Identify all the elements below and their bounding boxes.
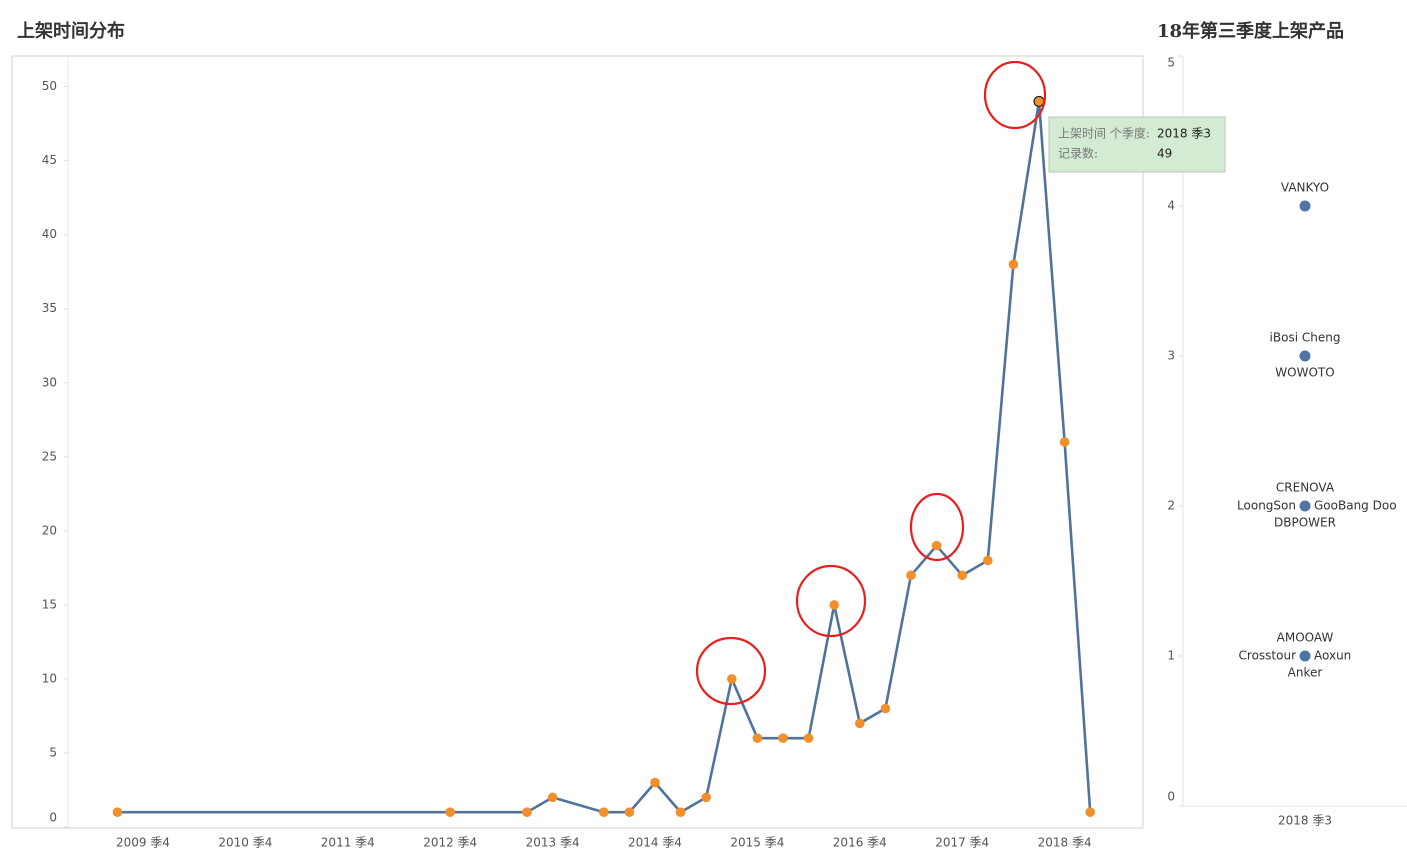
x-tick-label: 2016 季4 [833, 836, 887, 850]
dot-label: LoongSon [1237, 499, 1296, 513]
dot [1299, 200, 1311, 212]
marker [1085, 807, 1095, 817]
marker [803, 733, 814, 743]
marker [650, 777, 660, 788]
marker [880, 703, 891, 714]
marker [983, 555, 993, 566]
y-tick-label: 0 [49, 811, 57, 825]
x-tick-label: 2018 季4 [1038, 836, 1092, 850]
x-tick-label: 2011 季4 [321, 836, 375, 850]
tooltip-value: 2018 季3 [1157, 127, 1211, 141]
y-tick-label: 50 [42, 79, 57, 93]
annotations [695, 60, 1047, 706]
y-tick-label: 35 [42, 301, 57, 315]
chart-title: 上架时间分布 [17, 20, 125, 42]
marker [829, 600, 839, 610]
marker [599, 807, 609, 817]
x-tick-label: 2013 季4 [526, 836, 580, 850]
x-tick-label: 2014 季4 [628, 836, 682, 850]
y-tick-label: 4 [1167, 199, 1175, 213]
y-tick-label: 30 [42, 375, 57, 389]
dot-label: iBosi Cheng [1270, 331, 1341, 345]
marker [855, 718, 865, 729]
marker [931, 540, 942, 551]
marker [1033, 95, 1045, 108]
y-tick-label: 40 [42, 227, 57, 241]
highlight-circle [695, 636, 767, 706]
y-tick-label: 0 [1167, 790, 1175, 804]
y-tick-label: 2 [1167, 499, 1175, 513]
x-tick-label: 2012 季4 [423, 836, 477, 850]
x-tick-label: 2018 季3 [1278, 814, 1332, 828]
x-tick-label: 2015 季4 [730, 836, 784, 850]
marker [445, 807, 456, 817]
dot-label: AMOOAW [1277, 631, 1334, 645]
marker [778, 733, 788, 743]
line [117, 101, 1092, 814]
y-tick-label: 25 [42, 449, 57, 463]
tooltip-box [1048, 116, 1226, 173]
highlight-circle [909, 492, 965, 562]
dot [1299, 350, 1311, 362]
marker [906, 570, 916, 581]
dot-label: Anker [1288, 666, 1323, 680]
marker [701, 792, 711, 803]
dot [1299, 650, 1311, 662]
marker [752, 733, 763, 743]
y-tick-label: 20 [42, 523, 57, 537]
dot-label: WOWOTO [1275, 366, 1334, 380]
y-tick-label: 10 [42, 671, 57, 685]
dot-label: Crosstour [1239, 649, 1297, 663]
y-tick-label: 5 [1167, 56, 1175, 70]
marker [675, 807, 686, 817]
y-tick-label: 45 [42, 153, 57, 167]
y-tick-label: 5 [49, 745, 57, 759]
marker [727, 674, 737, 684]
dot [1299, 500, 1311, 512]
chart-title: 18年第三季度上架产品 [1157, 20, 1344, 42]
marker [1008, 259, 1019, 270]
dot-label: DBPOWER [1274, 516, 1336, 530]
marker [522, 807, 532, 817]
tooltip-value: 49 [1157, 147, 1172, 161]
plot-frame [11, 55, 1144, 829]
highlight-circle [795, 564, 867, 638]
tooltip-label: 记录数: [1058, 146, 1098, 161]
y-tick-label: 15 [42, 597, 57, 611]
marker [112, 807, 123, 817]
dot-label: VANKYO [1281, 181, 1329, 195]
y-tick-label: 3 [1167, 349, 1175, 363]
marker [624, 807, 635, 817]
marker [957, 570, 967, 581]
tooltip-label: 上架时间 个季度: [1058, 126, 1150, 141]
x-tick-label: 2009 季4 [116, 836, 170, 850]
tooltip: 上架时间 个季度: 2018 季3 记录数: 49 [1048, 116, 1226, 173]
dot-label: GooBang Doo [1314, 499, 1397, 513]
x-tick-label: 2017 季4 [935, 836, 989, 850]
y-tick-label: 1 [1167, 649, 1175, 663]
marker [547, 792, 558, 803]
dot-label: Aoxun [1314, 649, 1351, 663]
marker [1059, 437, 1070, 447]
dot-label: CRENOVA [1276, 481, 1335, 495]
x-tick-label: 2010 季4 [218, 836, 272, 850]
highlight-circle [983, 60, 1047, 130]
